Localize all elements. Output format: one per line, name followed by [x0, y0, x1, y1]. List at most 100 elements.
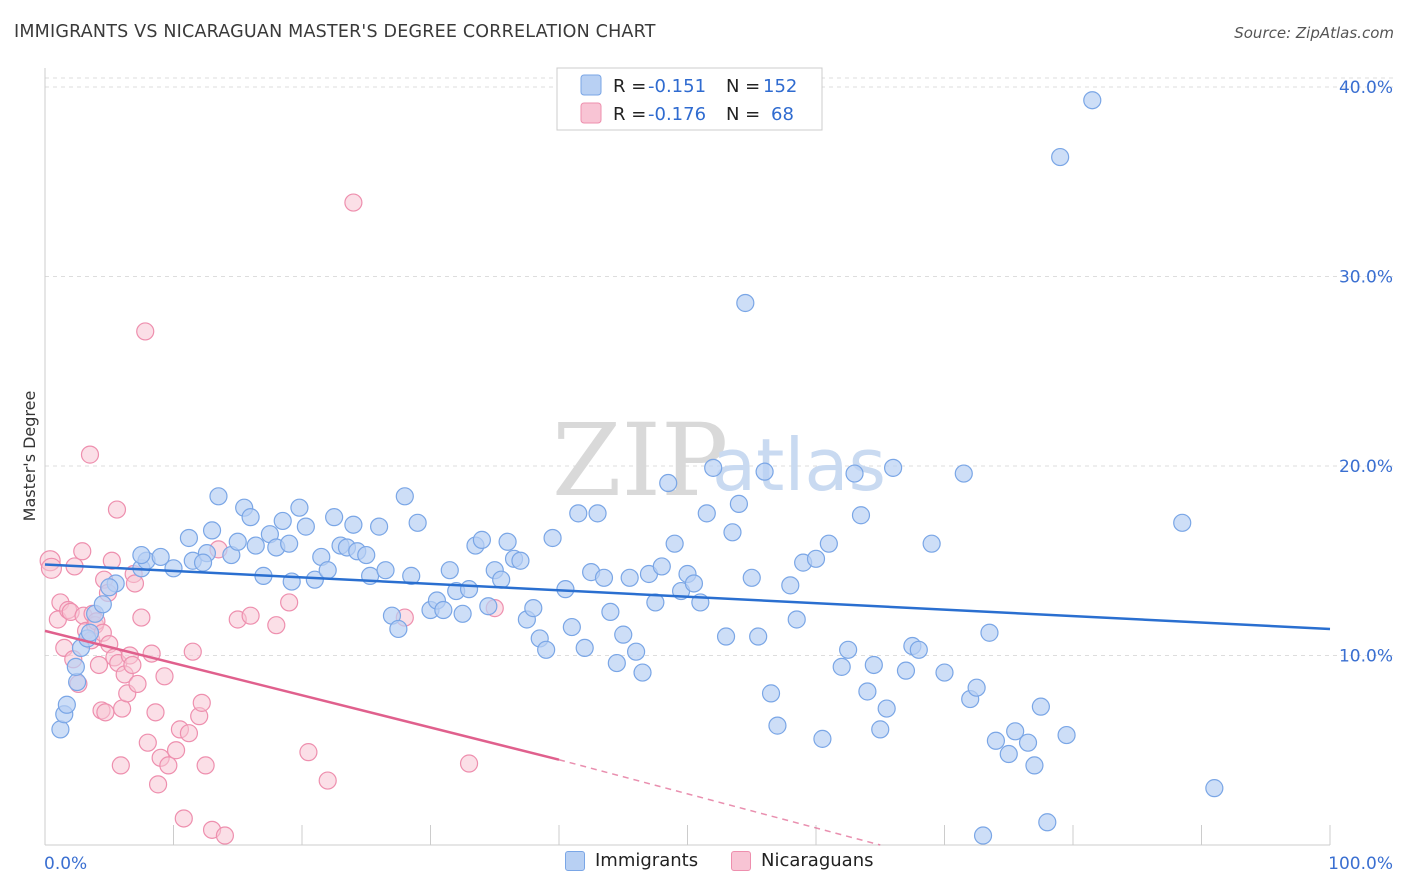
bottom-legend: Immigrants Nicaraguans: [0, 850, 1406, 880]
nicaraguans-point: [344, 193, 363, 212]
y-tick-label-1: 20.0%: [1339, 457, 1393, 477]
legend-label-nicaraguans: Nicaraguans: [761, 850, 874, 871]
immigrants-point: [562, 617, 581, 637]
legend-n-label-nicaraguans: N =: [726, 104, 760, 125]
immigrants-point: [66, 657, 85, 676]
nicaraguans-point: [183, 642, 202, 661]
y-tick-label-3: 40.0%: [1339, 78, 1393, 98]
nicaraguans-point: [80, 445, 100, 464]
immigrants-point: [723, 523, 742, 542]
immigrants-point: [492, 570, 511, 589]
immigrants-point: [280, 534, 299, 553]
nicaraguans-point: [155, 667, 174, 686]
nicaraguans-point: [192, 693, 211, 712]
legend-item-nicaraguans[interactable]: Nicaraguans: [731, 850, 873, 871]
nicaraguans-point: [96, 703, 115, 722]
immigrants-point: [1018, 733, 1038, 752]
nicaraguans-trend-line: [44, 629, 560, 761]
immigrants-point: [729, 494, 749, 513]
immigrants-point: [395, 487, 414, 506]
immigrants-point: [453, 604, 472, 623]
immigrants-point: [472, 530, 491, 549]
immigrants-point: [1038, 813, 1057, 832]
immigrants-point: [697, 504, 716, 523]
nicaraguans-point: [128, 674, 147, 694]
immigrants-point: [164, 559, 183, 578]
immigrants-point: [296, 517, 315, 536]
immigrants-point: [883, 458, 903, 477]
tick-labels: 10.0% 20.0% 30.0% 40.0% 0.0% 100.0%: [44, 78, 1393, 874]
immigrants-point: [1205, 779, 1224, 798]
nicaraguans-point: [241, 606, 260, 625]
legend-swatch-immigrants: [580, 74, 602, 96]
watermark-atlas: atlas: [712, 423, 886, 507]
immigrants-point: [633, 663, 652, 682]
immigrants-point: [781, 576, 800, 595]
immigrants-point: [325, 508, 344, 527]
legend-label-immigrants: Immigrants: [595, 850, 699, 871]
immigrants-point: [344, 515, 363, 534]
immigrants-point: [980, 623, 999, 642]
gridlines: [45, 77, 1394, 656]
immigrants-point: [51, 720, 70, 739]
nicaraguans-point: [132, 608, 151, 627]
immigrants-point: [954, 464, 973, 483]
immigrants-point: [871, 720, 890, 739]
immigrants-point: [819, 534, 838, 553]
immigrants-point: [749, 627, 768, 646]
immigrants-point: [498, 532, 517, 551]
immigrants-point: [742, 568, 761, 587]
immigrants-point: [755, 462, 774, 481]
immigrants-point: [100, 578, 119, 597]
immigrants-point: [935, 663, 954, 682]
legend-item-immigrants[interactable]: Immigrants: [565, 850, 698, 871]
immigrants-point: [896, 661, 916, 680]
immigrants-point: [614, 625, 633, 644]
immigrants-point: [179, 528, 199, 548]
nicaraguans-point: [102, 551, 121, 570]
nicaraguans-point: [267, 616, 286, 635]
nicaraguans-point: [125, 574, 145, 593]
immigrants-point: [839, 640, 858, 659]
immigrants-point: [57, 695, 76, 714]
nicaraguans-point: [138, 733, 157, 752]
y-tick-label-2: 30.0%: [1339, 267, 1393, 287]
immigrants-point: [1057, 725, 1076, 745]
legend-n-immigrants: 152: [763, 76, 797, 97]
immigrants-point: [1083, 91, 1102, 110]
immigrants-point: [273, 511, 292, 531]
immigrants-point: [858, 682, 877, 701]
immigrants-point: [620, 568, 639, 587]
nicaraguans-points: [39, 193, 504, 845]
axes: [44, 68, 1331, 846]
immigrants-point: [832, 657, 851, 676]
immigrants-point: [851, 506, 871, 525]
trend-lines: [44, 563, 1331, 846]
immigrants-point: [575, 638, 594, 658]
immigrants-point: [193, 553, 213, 572]
legend-r-immigrants: -0.151: [648, 76, 706, 97]
watermark-zip: ZIP: [552, 402, 728, 519]
immigrants-point: [511, 551, 530, 570]
immigrants-point: [761, 684, 781, 703]
nicaraguans-point: [73, 542, 92, 561]
nicaraguans-point: [179, 724, 199, 743]
nicaraguans-point: [215, 826, 234, 845]
nicaraguans-point: [174, 809, 193, 828]
nicaraguans-trend-extension: [558, 758, 881, 846]
immigrants-point: [1173, 513, 1192, 532]
immigrants-point: [813, 729, 832, 748]
immigrants-point: [132, 545, 151, 565]
immigrants-point: [524, 599, 543, 618]
nicaraguans-point: [107, 500, 127, 519]
y-axis-label: Master's Degree: [20, 391, 39, 522]
nicaraguans-point: [318, 771, 337, 790]
immigrants-point: [922, 534, 941, 553]
immigrants-trend-line: [44, 563, 1331, 631]
immigrants-point: [864, 655, 883, 675]
immigrants-point: [716, 627, 736, 646]
nicaraguans-point: [123, 655, 142, 675]
immigrants-point: [973, 826, 993, 845]
legend-swatch-immigrants-bottom: [565, 850, 585, 871]
